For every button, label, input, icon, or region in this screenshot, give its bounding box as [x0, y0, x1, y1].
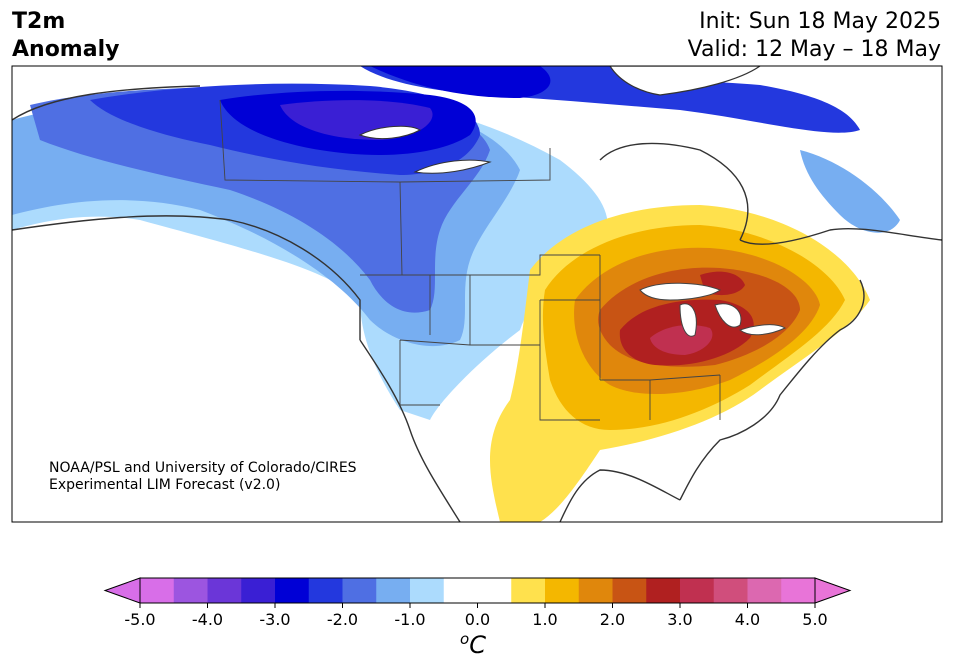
colorbar-under-arrow: [103, 577, 141, 604]
init-date: Init: Sun 18 May 2025: [699, 9, 941, 34]
colorbar-tick-label: -1.0: [394, 610, 425, 629]
unit-letter: C: [469, 631, 486, 659]
great-lakes: [639, 282, 787, 337]
colorbar-cell: [376, 578, 411, 603]
arctic-islands: [358, 125, 492, 174]
credit-text: NOAA/PSL and University of Colorado/CIRE…: [49, 460, 357, 494]
warm-anomaly-core: [650, 325, 713, 355]
colorbar-cell: [241, 578, 276, 603]
map-fills: [12, 66, 942, 522]
colorbar-cell: [173, 578, 208, 603]
arctic-cold-core: [370, 66, 551, 98]
colorbar-cell: [275, 578, 310, 603]
greenland: [609, 66, 762, 96]
colorbar-tick-label: 2.0: [600, 610, 625, 629]
colorbar-cell: [308, 578, 343, 603]
colorbar-cell: [545, 578, 580, 603]
credit-line-2: Experimental LIM Forecast (v2.0): [49, 477, 281, 493]
colorbar-cells: [103, 577, 852, 604]
colorbar-cell: [680, 578, 715, 603]
colorbar-cell: [140, 578, 175, 603]
colorbar-tick-label: 4.0: [735, 610, 760, 629]
labrador-cold: [800, 150, 900, 233]
credit-line-1: NOAA/PSL and University of Colorado/CIRE…: [49, 460, 357, 476]
colorbar-tick-label: -4.0: [192, 610, 223, 629]
colorbar-tick-label: -2.0: [327, 610, 358, 629]
forecast-dates: Init: Sun 18 May 2025 Valid: 12 May – 18…: [688, 8, 941, 64]
colorbar-cell: [747, 578, 782, 603]
colorbar-cell: [477, 578, 512, 603]
colorbar-cell: [443, 578, 478, 603]
unit-degree-symbol: o: [460, 630, 470, 648]
map-title: T2m Anomaly: [12, 8, 119, 64]
colorbar-cell: [342, 578, 377, 603]
colorbar-cell: [713, 578, 748, 603]
colorbar-cell: [578, 578, 613, 603]
colorbar-cell: [781, 578, 816, 603]
political-borders: [219, 99, 721, 421]
colorbar-tick-label: 3.0: [667, 610, 692, 629]
colorbar-cell: [410, 578, 445, 603]
title-line-2: Anomaly: [12, 37, 120, 62]
title-line-1: T2m: [12, 9, 66, 34]
colorbar-cell: [612, 578, 647, 603]
colorbar-tick-label: -5.0: [124, 610, 155, 629]
map-frame: [11, 65, 943, 523]
colorbar-tick-label: 0.0: [465, 610, 490, 629]
colorbar-tick-label: 1.0: [532, 610, 557, 629]
coastline: [12, 85, 942, 522]
colorbar-ticks: -5.0 -4.0 -3.0 -2.0 -1.0 0.0 1.0 2.0 3.0 4.0 5.0: [124, 603, 828, 629]
colorbar-unit: oC: [460, 630, 486, 659]
colorbar-cell: [207, 578, 242, 603]
anomaly-map: [11, 65, 943, 523]
colorbar-over-arrow: [814, 577, 852, 604]
valid-range: Valid: 12 May – 18 May: [687, 37, 941, 62]
colorbar-cell: [646, 578, 681, 603]
colorbar-tick-label: -3.0: [259, 610, 290, 629]
colorbar-cell: [511, 578, 546, 603]
colorbar-tick-label: 5.0: [802, 610, 827, 629]
